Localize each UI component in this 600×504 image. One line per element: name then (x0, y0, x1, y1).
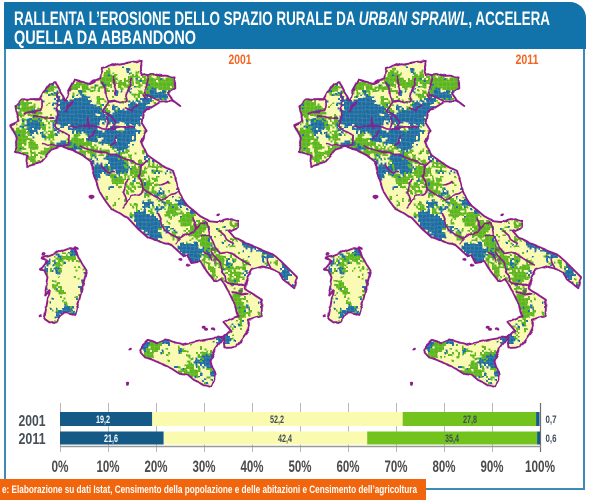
svg-text:19,2: 19,2 (96, 414, 110, 426)
svg-text:2011: 2011 (19, 431, 46, 448)
svg-text:QUELLA DA ABBANDONO: QUELLA DA ABBANDONO (14, 27, 196, 49)
svg-text:27,8: 27,8 (463, 414, 477, 426)
svg-text:35,4: 35,4 (445, 433, 459, 445)
svg-text:0,6: 0,6 (546, 433, 557, 445)
svg-text:10%: 10% (97, 458, 120, 476)
svg-text:0,7: 0,7 (546, 414, 557, 426)
svg-text:e: Elaborazione su dati Istat,: e: Elaborazione su dati Istat, Censiment… (2, 484, 418, 496)
svg-text:50%: 50% (289, 458, 312, 476)
svg-text:60%: 60% (337, 458, 360, 476)
svg-text:90%: 90% (481, 458, 504, 476)
svg-text:20%: 20% (145, 458, 168, 476)
svg-text:2001: 2001 (229, 51, 252, 67)
svg-text:40%: 40% (241, 458, 264, 476)
svg-text:2001: 2001 (19, 413, 46, 430)
svg-text:80%: 80% (433, 458, 456, 476)
svg-text:42,4: 42,4 (278, 433, 292, 445)
svg-text:0%: 0% (52, 458, 69, 476)
svg-text:70%: 70% (385, 458, 408, 476)
svg-text:100%: 100% (525, 458, 555, 476)
svg-text:52,2: 52,2 (270, 414, 284, 426)
svg-text:30%: 30% (193, 458, 216, 476)
svg-text:RALLENTA L’EROSIONE DELLO SPAZ: RALLENTA L’EROSIONE DELLO SPAZIO RURALE … (14, 8, 550, 30)
svg-text:21,6: 21,6 (104, 433, 118, 445)
svg-text:2011: 2011 (516, 51, 539, 67)
